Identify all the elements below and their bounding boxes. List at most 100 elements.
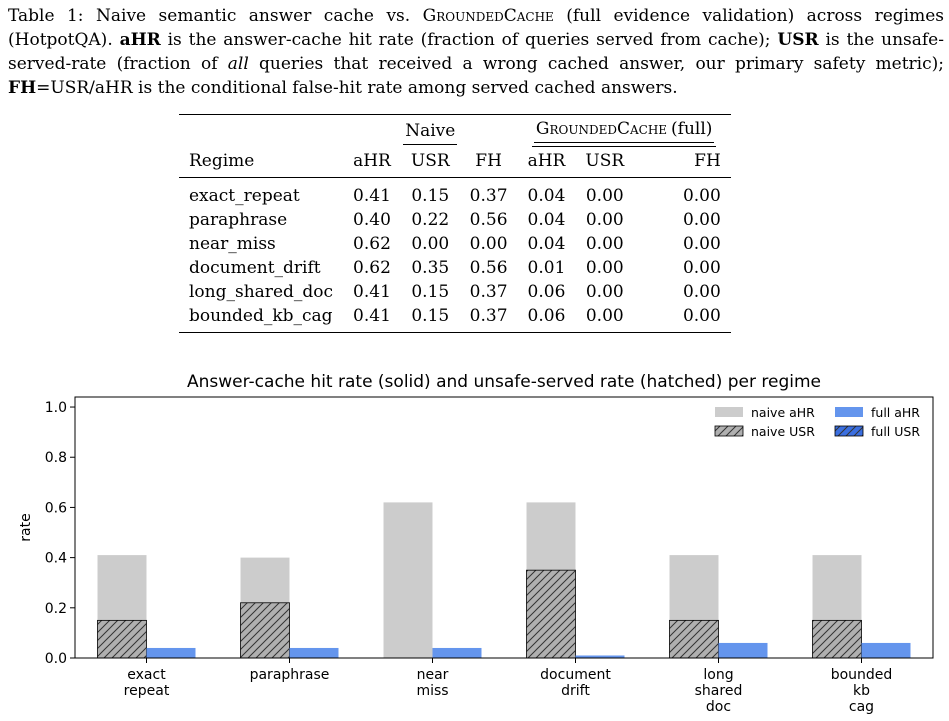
bar-full-ahr	[575, 655, 625, 658]
value-cell: 0.04	[527, 186, 566, 206]
x-tick-label: drift	[561, 683, 590, 699]
value-cell: 0.00	[585, 210, 624, 230]
value-cell: 0.37	[469, 306, 508, 326]
y-tick-label: 0.8	[45, 450, 67, 466]
value-cell: 0.40	[353, 210, 391, 230]
regime-cell: exact_repeat	[189, 186, 300, 206]
bar-naive-usr	[812, 619, 862, 659]
legend-label: full USR	[871, 424, 920, 439]
value-cell: 0.00	[585, 306, 624, 326]
value-cell: 0.04	[527, 210, 566, 230]
column-header-row: Regime aHR USR FH aHR USR FH	[179, 147, 731, 178]
y-tick-label: 0.4	[45, 551, 67, 567]
bar-naive-usr	[240, 602, 290, 659]
table-row: long_shared_doc 0.41 0.15 0.37 0.06 0.00 0.00	[179, 280, 731, 304]
value-cell: 0.22	[411, 210, 450, 230]
x-tick-label: bounded	[831, 667, 893, 683]
value-cell: 0.00	[682, 258, 721, 278]
value-cell: 0.15	[411, 186, 450, 206]
y-tick-label: 0.0	[45, 651, 67, 667]
col-full-fh: FH	[634, 147, 731, 178]
x-tick-label: near	[417, 667, 449, 683]
value-cell: 0.35	[411, 258, 450, 278]
value-cell: 0.62	[353, 234, 391, 254]
table-row: document_drift 0.62 0.35 0.56 0.01 0.00 0.00	[179, 256, 731, 280]
x-tick-label: doc	[706, 699, 731, 715]
value-cell: 0.00	[682, 210, 721, 230]
regime-cell: long_shared_doc	[189, 282, 334, 302]
regime-cell: near_miss	[189, 234, 276, 254]
legend-swatch	[834, 425, 864, 437]
value-cell: 0.01	[527, 258, 566, 278]
bar-full-ahr	[432, 647, 482, 658]
table-caption: Table 1: Naive semantic answer cache vs.…	[8, 6, 944, 98]
col-full-ahr: aHR	[517, 147, 576, 178]
col-naive-usr: USR	[400, 147, 460, 178]
regime-cell: document_drift	[189, 258, 321, 278]
value-cell: 0.00	[411, 234, 450, 254]
value-cell: 0.00	[585, 186, 624, 206]
value-cell: 0.41	[353, 186, 391, 206]
col-naive-ahr: aHR	[343, 147, 401, 178]
regime-cell: bounded_kb_cag	[189, 306, 333, 326]
x-tick-label: document	[540, 667, 611, 683]
regime-cell: paraphrase	[189, 210, 288, 230]
table-row: exact_repeat 0.41 0.15 0.37 0.04 0.00 0.00	[179, 178, 731, 209]
x-tick-label: paraphrase	[250, 667, 330, 683]
value-cell: 0.00	[682, 234, 721, 254]
table-row: bounded_kb_cag 0.41 0.15 0.37 0.06 0.00 0.00	[179, 304, 731, 333]
bar-naive-ahr	[383, 502, 433, 658]
value-cell: 0.00	[682, 186, 721, 206]
bar-full-ahr	[289, 647, 339, 658]
col-naive-fh: FH	[459, 147, 518, 178]
value-cell: 0.00	[585, 258, 624, 278]
bar-full-ahr	[861, 642, 911, 658]
group-header-row: Naive GroundedCache (full)	[179, 115, 731, 148]
legend-label: naive USR	[751, 424, 815, 439]
hit-rate-chart: Answer-cache hit rate (solid) and unsafe…	[18, 372, 934, 715]
x-tick-label: shared	[695, 683, 743, 699]
value-cell: 0.00	[682, 282, 721, 302]
col-full-usr: USR	[575, 147, 635, 178]
table-row: near_miss 0.62 0.00 0.00 0.04 0.00 0.00	[179, 232, 731, 256]
bar-full-ahr	[718, 642, 768, 658]
x-tick-label: miss	[416, 683, 448, 699]
value-cell: 0.00	[469, 234, 508, 254]
table-row: paraphrase 0.40 0.22 0.56 0.04 0.00 0.00	[179, 208, 731, 232]
bar-full-ahr	[146, 647, 196, 658]
value-cell: 0.06	[527, 306, 566, 326]
x-tick-label: repeat	[124, 683, 170, 699]
value-cell: 0.15	[411, 282, 450, 302]
value-cell: 0.00	[682, 306, 721, 326]
bar-naive-usr	[97, 619, 147, 659]
value-cell: 0.37	[469, 186, 508, 206]
x-tick-label: exact	[127, 667, 166, 683]
col-regime: Regime	[179, 147, 344, 178]
bar-naive-usr	[526, 569, 576, 659]
y-tick-label: 1.0	[45, 400, 67, 416]
plot-frame	[74, 396, 934, 659]
value-cell: 0.41	[353, 282, 391, 302]
value-cell: 0.00	[585, 282, 624, 302]
x-tick-label: long	[703, 667, 733, 683]
value-cell: 0.41	[353, 306, 391, 326]
chart-title: Answer-cache hit rate (solid) and unsafe…	[187, 372, 821, 392]
legend-label: full aHR	[871, 405, 920, 420]
value-cell: 0.62	[353, 258, 391, 278]
group-header-naive: Naive	[343, 115, 518, 148]
value-cell: 0.06	[527, 282, 566, 302]
legend-label: naive aHR	[751, 405, 815, 420]
y-axis-label: rate	[18, 513, 34, 541]
x-tick-label: kb	[853, 683, 870, 699]
x-tick-label: cag	[849, 699, 874, 715]
value-cell: 0.56	[469, 258, 508, 278]
group-header-full: GroundedCache (full)	[518, 115, 731, 147]
value-cell: 0.00	[585, 234, 624, 254]
value-cell: 0.15	[411, 306, 450, 326]
value-cell: 0.04	[527, 234, 566, 254]
y-tick-label: 0.6	[45, 500, 67, 516]
y-tick-label: 0.2	[45, 601, 67, 617]
value-cell: 0.56	[469, 210, 508, 230]
value-cell: 0.37	[469, 282, 508, 302]
bar-naive-usr	[669, 619, 719, 659]
